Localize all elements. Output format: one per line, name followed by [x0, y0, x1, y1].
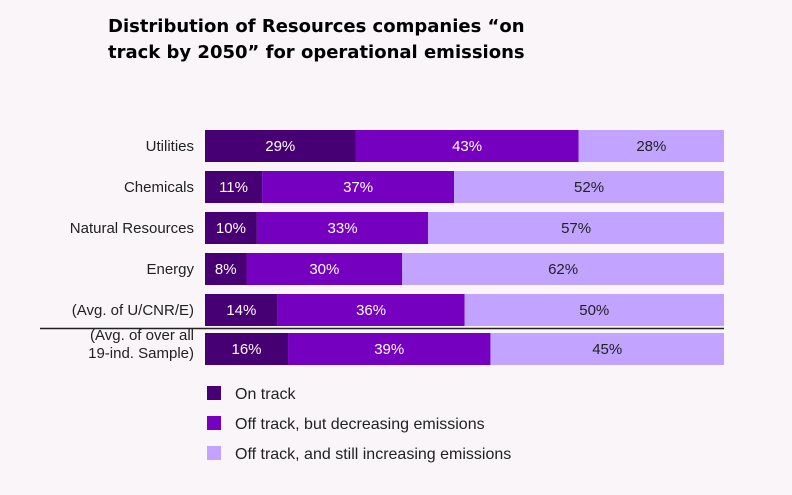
bar-segment — [277, 294, 465, 326]
data-label: 43% — [452, 138, 482, 155]
data-label: 11% — [219, 179, 248, 196]
bar-segment — [256, 212, 429, 244]
category-label: Natural Resources — [70, 220, 194, 237]
data-label: 37% — [343, 179, 373, 196]
category-label: (Avg. of U/CNR/E) — [72, 302, 194, 319]
data-label: 29% — [265, 138, 295, 155]
legend-swatch — [207, 416, 221, 430]
data-label: 28% — [636, 138, 666, 155]
category-label: Energy — [146, 261, 194, 278]
data-label: 62% — [548, 261, 578, 278]
bar-segment — [262, 171, 455, 203]
data-label: 30% — [309, 261, 339, 278]
category-label: (Avg. of over all 19-ind. Sample) — [88, 327, 194, 362]
data-label: 36% — [356, 302, 386, 319]
bar-segment — [205, 253, 247, 285]
bar-segment — [355, 130, 579, 162]
bar-segment — [428, 212, 724, 244]
data-label: 8% — [215, 261, 237, 278]
chart-title: Distribution of Resources companies “on … — [108, 16, 525, 63]
bar-segment — [490, 333, 724, 365]
bar-segment — [454, 171, 724, 203]
data-label: 50% — [579, 302, 609, 319]
legend-label: On track — [235, 386, 296, 403]
bar-segment — [288, 333, 491, 365]
bar-segment — [578, 130, 724, 162]
bar-segment — [246, 253, 403, 285]
bar-segment — [464, 294, 724, 326]
data-label: 14% — [226, 302, 256, 319]
category-label: Utilities — [146, 138, 194, 155]
data-label: 45% — [592, 341, 622, 358]
bar-segment — [205, 130, 356, 162]
bar-segment — [402, 253, 724, 285]
data-label: 39% — [374, 341, 404, 358]
bar-segment — [205, 212, 257, 244]
data-label: 33% — [328, 220, 358, 237]
legend-swatch — [207, 386, 221, 400]
data-label: 57% — [561, 220, 591, 237]
legend-label: Off track, and still increasing emission… — [235, 446, 511, 463]
data-label: 16% — [232, 341, 262, 358]
bar-segment — [205, 171, 263, 203]
bar-segment — [205, 294, 278, 326]
category-label: Chemicals — [124, 179, 194, 196]
data-label: 52% — [574, 179, 604, 196]
legend-label: Off track, but decreasing emissions — [235, 416, 485, 433]
legend-swatch — [207, 446, 221, 460]
bar-segment — [205, 333, 289, 365]
data-label: 10% — [216, 220, 246, 237]
